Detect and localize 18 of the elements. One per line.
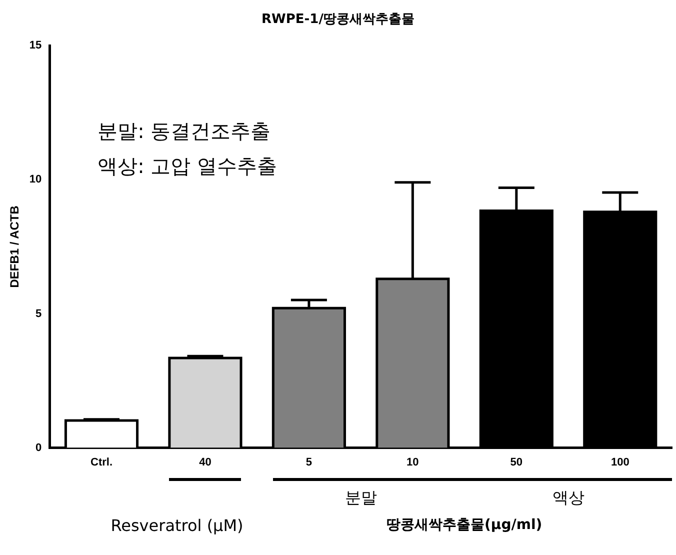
- x-tick-label: 5: [306, 456, 312, 468]
- y-tick-label: 10: [29, 174, 42, 186]
- y-axis-title: DEFB1 / ACTB: [8, 205, 22, 288]
- text: 땅콩새싹추출물(μg/ml): [386, 516, 542, 533]
- chart-title: RWPE-1/땅콩새싹추출물: [262, 12, 414, 28]
- x-tick-label: 50: [510, 456, 523, 468]
- y-tick-label: 15: [29, 40, 42, 52]
- x-tick-label: 100: [610, 456, 630, 468]
- y-tick-label: 0: [36, 442, 42, 454]
- text: Resveratrol (μM): [110, 516, 244, 535]
- x-tick-label: Ctrl.: [90, 456, 112, 468]
- text: 액상: [552, 488, 584, 507]
- y-tick-label: 5: [36, 308, 42, 320]
- text: 분말: [344, 488, 377, 507]
- x-tick-label: 40: [199, 456, 212, 468]
- x-tick-label: 10: [406, 456, 419, 468]
- annotation: 액상: 고압 열수추출: [98, 154, 278, 178]
- annotation: 분말: 동결건조추출: [98, 118, 271, 143]
